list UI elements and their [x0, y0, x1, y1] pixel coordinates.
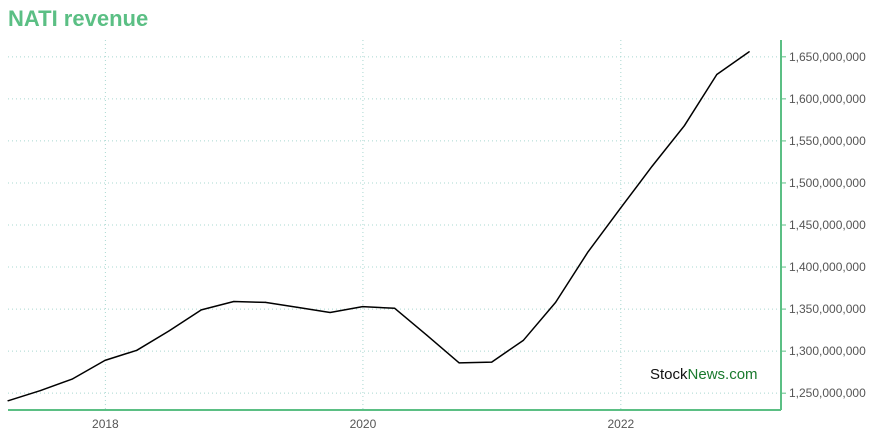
data-point — [748, 51, 750, 53]
x-tick-label: 2022 — [607, 417, 634, 431]
data-point — [7, 400, 9, 402]
x-tick-labels: 2018 2020 2022 — [92, 417, 634, 431]
data-point — [168, 330, 170, 332]
series-layer — [7, 51, 750, 402]
data-point — [361, 305, 364, 308]
data-point — [458, 362, 460, 364]
y-tick-label: 1,600,000,000 — [789, 92, 866, 106]
data-point — [136, 349, 138, 351]
data-point — [522, 339, 525, 341]
data-point — [554, 301, 557, 303]
data-point — [394, 307, 396, 309]
y-tick-label: 1,650,000,000 — [789, 50, 866, 64]
watermark-news: News.com — [688, 366, 758, 383]
series-line-0 — [7, 51, 750, 402]
y-tick-label: 1,400,000,000 — [789, 260, 866, 274]
data-point — [297, 306, 299, 309]
y-tick-label: 1,250,000,000 — [789, 386, 866, 400]
data-point — [39, 390, 41, 392]
chart-title: NATI revenue — [8, 6, 149, 31]
watermark-stock: Stock — [650, 366, 688, 383]
y-tick-label: 1,450,000,000 — [789, 218, 866, 232]
y-tick-label: 1,550,000,000 — [789, 134, 866, 148]
data-point — [264, 301, 267, 303]
data-point — [619, 207, 622, 209]
watermark: StockNews.com — [650, 366, 758, 383]
data-point — [71, 378, 74, 380]
y-tick-labels: 1,250,000,000 1,300,000,000 1,350,000,000 1… — [781, 50, 866, 400]
data-point — [426, 334, 428, 336]
y-tick-label: 1,500,000,000 — [789, 176, 866, 190]
data-point — [683, 125, 685, 127]
grid-lines — [8, 40, 781, 410]
data-point — [200, 309, 202, 311]
data-point — [329, 311, 331, 314]
data-point — [587, 251, 589, 253]
data-point — [716, 73, 718, 76]
data-point — [651, 165, 653, 167]
data-points — [7, 51, 750, 402]
y-tick-label: 1,350,000,000 — [789, 302, 866, 316]
data-point — [104, 359, 106, 361]
x-tick-label: 2020 — [350, 417, 377, 431]
x-tick-label: 2018 — [92, 417, 119, 431]
y-tick-label: 1,300,000,000 — [789, 344, 866, 358]
data-point — [233, 300, 235, 303]
data-point — [491, 361, 493, 363]
